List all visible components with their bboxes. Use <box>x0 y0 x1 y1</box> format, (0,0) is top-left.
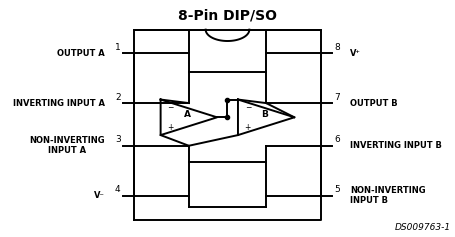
Text: 3: 3 <box>115 135 121 144</box>
Text: −: − <box>245 103 251 112</box>
Text: 2: 2 <box>115 93 121 102</box>
Text: V⁺: V⁺ <box>350 49 361 58</box>
Text: 8: 8 <box>334 43 340 52</box>
Text: OUTPUT A: OUTPUT A <box>57 49 105 58</box>
Text: +: + <box>245 123 251 132</box>
Text: −: − <box>167 103 174 112</box>
Text: +: + <box>167 123 174 132</box>
Text: 4: 4 <box>115 185 121 194</box>
Text: 5: 5 <box>334 185 340 194</box>
Text: 8-Pin DIP/SO: 8-Pin DIP/SO <box>178 8 277 22</box>
Text: NON-INVERTING
INPUT B: NON-INVERTING INPUT B <box>350 186 426 205</box>
Text: 7: 7 <box>334 93 340 102</box>
Text: OUTPUT B: OUTPUT B <box>350 99 398 108</box>
Text: 6: 6 <box>334 135 340 144</box>
Text: INVERTING INPUT B: INVERTING INPUT B <box>350 141 442 150</box>
Text: 1: 1 <box>115 43 121 52</box>
Text: B: B <box>261 110 268 119</box>
Text: V⁻: V⁻ <box>94 191 105 200</box>
Text: DS009763-1: DS009763-1 <box>394 223 450 232</box>
Text: A: A <box>184 110 191 119</box>
Text: INVERTING INPUT A: INVERTING INPUT A <box>13 99 105 108</box>
Text: NON-INVERTING
INPUT A: NON-INVERTING INPUT A <box>29 136 105 155</box>
